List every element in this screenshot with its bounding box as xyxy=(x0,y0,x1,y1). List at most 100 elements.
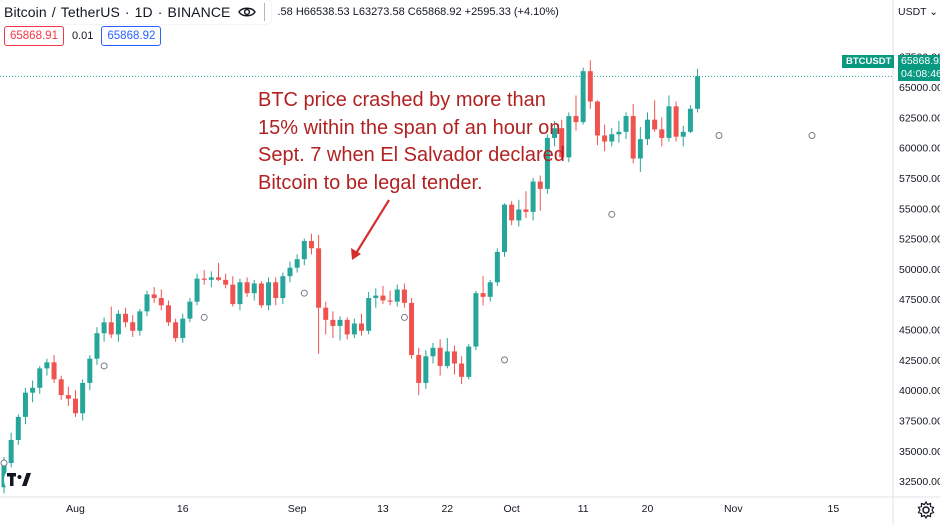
y-tick-label: 32500.00 xyxy=(899,476,940,488)
candle-body xyxy=(430,347,436,357)
candle xyxy=(94,327,100,365)
candle-body xyxy=(251,283,257,294)
candle xyxy=(101,317,107,342)
candle xyxy=(630,103,636,164)
symbol-legend[interactable]: Bitcoin / TetherUS · 1D · BINANCE xyxy=(0,0,272,24)
last-price-value: 65868.92 xyxy=(901,55,940,67)
candle xyxy=(616,120,622,143)
candle xyxy=(530,177,536,221)
event-marker xyxy=(300,289,308,297)
candle-body xyxy=(208,277,214,280)
quote-row: 65868.91 0.01 65868.92 xyxy=(4,26,162,46)
event-marker xyxy=(100,362,108,370)
candle-body xyxy=(158,298,164,306)
event-marker xyxy=(608,210,616,218)
candle xyxy=(173,318,179,342)
candle xyxy=(237,278,243,311)
candle xyxy=(502,203,507,257)
y-tick-label: 62500.00 xyxy=(899,112,940,124)
candle-body xyxy=(552,128,558,138)
candle xyxy=(602,124,608,152)
candle xyxy=(187,298,193,323)
candle xyxy=(158,289,164,311)
candle-body xyxy=(22,392,28,417)
candle-body xyxy=(223,279,229,285)
candle-body xyxy=(401,289,407,303)
candle xyxy=(437,339,443,376)
price-axis xyxy=(893,0,940,525)
currency-button[interactable]: USDT ⌄ xyxy=(898,6,939,18)
candle-body xyxy=(573,116,579,123)
candle-body xyxy=(44,362,50,369)
candle-body xyxy=(123,313,129,323)
candle xyxy=(8,432,14,470)
candle xyxy=(666,95,672,142)
candle-body xyxy=(666,106,672,138)
candle-body xyxy=(502,204,507,252)
candle xyxy=(51,355,57,383)
y-tick-label: 50000.00 xyxy=(899,264,940,276)
candle xyxy=(273,277,279,306)
candle xyxy=(194,273,200,306)
candle-body xyxy=(101,322,107,334)
candle xyxy=(451,345,457,375)
candle-body xyxy=(630,116,636,159)
candle-body xyxy=(130,322,136,331)
candle-body xyxy=(266,282,272,306)
interval-label[interactable]: 1D xyxy=(134,4,153,20)
candle-body xyxy=(308,241,314,249)
candle xyxy=(566,112,572,163)
candle xyxy=(130,315,136,337)
tradingview-logo[interactable] xyxy=(4,465,34,495)
event-marker xyxy=(200,313,208,321)
candle xyxy=(165,300,171,326)
dot-separator: · xyxy=(124,4,130,20)
candle-body xyxy=(144,294,150,312)
candle-body xyxy=(87,358,93,383)
candle xyxy=(244,277,250,297)
candle-body xyxy=(15,416,21,440)
candle-body xyxy=(594,101,600,136)
sell-price-button[interactable]: 65868.91 xyxy=(4,26,64,46)
candle-body xyxy=(51,362,57,380)
candle-body xyxy=(659,129,665,138)
candle-body xyxy=(409,302,415,356)
slash-separator: / xyxy=(51,4,56,20)
candle-body xyxy=(687,108,693,132)
candle xyxy=(659,117,665,147)
candle-body xyxy=(637,139,643,159)
candle xyxy=(30,380,36,403)
candle xyxy=(680,125,686,147)
event-marker xyxy=(501,356,508,364)
candle xyxy=(387,290,393,306)
y-tick-label: 57500.00 xyxy=(899,173,940,185)
y-tick-label: 42500.00 xyxy=(899,355,940,367)
candle-body xyxy=(58,379,64,396)
candle xyxy=(287,261,293,283)
candle-body xyxy=(616,131,622,135)
candle xyxy=(423,350,429,390)
gear-icon[interactable] xyxy=(916,500,936,520)
candle-body xyxy=(623,116,629,132)
candle xyxy=(37,365,43,394)
candle xyxy=(559,119,565,160)
eye-icon[interactable] xyxy=(236,1,258,23)
buy-price-button[interactable]: 65868.92 xyxy=(101,26,162,46)
candle-body xyxy=(466,346,472,377)
candle xyxy=(201,270,207,285)
candle-body xyxy=(423,356,429,383)
candle xyxy=(115,310,121,342)
symbol-name[interactable]: Bitcoin xyxy=(4,4,47,20)
ohlc-values: .58 H66538.53 L63273.58 C65868.92 +2595.… xyxy=(277,6,559,18)
candle-body xyxy=(316,248,322,308)
candle-body xyxy=(165,305,171,323)
candle xyxy=(537,175,543,211)
candle-body xyxy=(330,319,336,326)
candle-body xyxy=(8,439,14,464)
candle xyxy=(609,128,615,147)
last-price-symbol-label: BTCUSDT xyxy=(842,55,894,68)
annotation-text: BTC price crashed by more than 15% withi… xyxy=(258,89,565,194)
candle-body xyxy=(115,313,121,335)
candle xyxy=(366,291,372,335)
